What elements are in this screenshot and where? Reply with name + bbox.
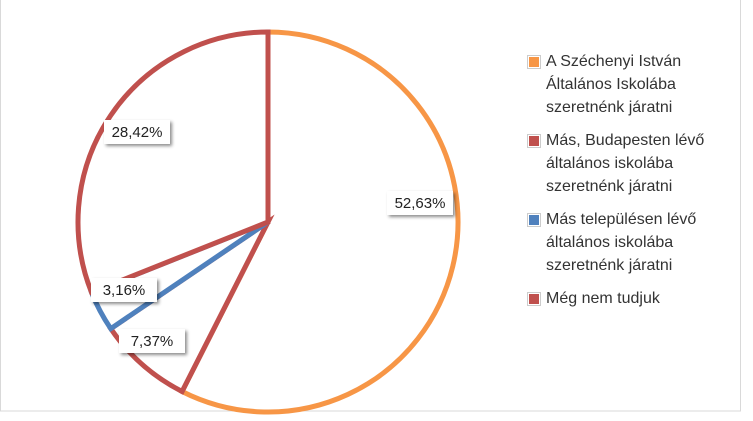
- data-label-text: 7,37%: [131, 333, 174, 350]
- data-label: 28,42%: [104, 120, 170, 144]
- legend-swatch: [528, 293, 540, 305]
- legend-label: A Széchenyi István Általános Iskolába sz…: [546, 53, 682, 116]
- data-label-box: [119, 329, 185, 353]
- legend-item: Más, Budapesten lévő általános iskolába …: [528, 129, 728, 198]
- data-label-text: 52,63%: [395, 195, 446, 212]
- data-label-box: [104, 120, 170, 144]
- legend: A Széchenyi István Általános Iskolába sz…: [528, 50, 728, 320]
- data-label: 52,63%: [387, 191, 453, 215]
- legend-item: Más településen lévő általános iskolába …: [528, 208, 728, 277]
- legend-item: Még nem tudjuk: [528, 287, 728, 310]
- data-label-text: 3,16%: [103, 282, 146, 299]
- data-label-box: [387, 191, 453, 215]
- data-label: 3,16%: [91, 278, 157, 302]
- legend-label: Más településen lévő általános iskolába …: [546, 211, 697, 274]
- data-label: 7,37%: [119, 329, 185, 353]
- pie-slice: [75, 29, 271, 296]
- legend-swatch: [528, 135, 540, 147]
- pie-slice: [178, 29, 461, 415]
- data-label-box: [91, 278, 157, 302]
- legend-label: Még nem tudjuk: [546, 290, 660, 307]
- chart-border: [0, 0, 741, 412]
- legend-swatch: [528, 56, 540, 68]
- legend-swatch: [528, 214, 540, 226]
- legend-item: A Széchenyi István Általános Iskolába sz…: [528, 50, 728, 119]
- data-label-text: 28,42%: [112, 124, 163, 141]
- legend-label: Más, Budapesten lévő általános iskolába …: [546, 132, 705, 195]
